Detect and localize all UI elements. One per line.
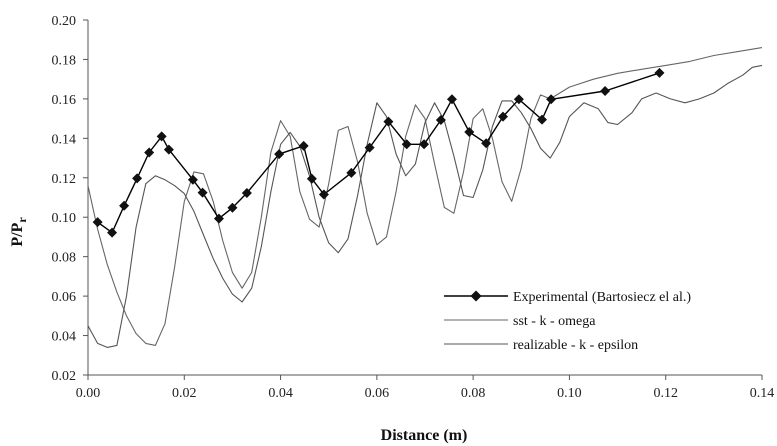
x-tick-label: 0.08 [461, 386, 486, 401]
data-point-marker [274, 149, 285, 160]
data-point-marker [197, 187, 208, 198]
y-tick-label: 0.04 [52, 330, 77, 345]
x-tick-label: 0.04 [268, 386, 293, 401]
y-tick-label: 0.02 [52, 369, 77, 384]
data-point-marker [241, 187, 252, 198]
data-point-marker [435, 114, 446, 125]
y-tick-label: 0.10 [52, 211, 77, 226]
data-point-marker [144, 147, 155, 158]
y-axis-title-subscript: r [15, 217, 29, 223]
y-axis-title-main: P/P [9, 222, 26, 246]
data-point-marker [464, 127, 475, 138]
data-point-marker [481, 138, 492, 149]
data-point-marker [446, 94, 457, 105]
x-tick-label: 0.14 [750, 386, 775, 401]
y-tick-labels: 0.02 0.04 0.06 0.08 0.10 0.12 0.14 0.16 0.18 0.20 [52, 14, 77, 384]
y-tick-label: 0.12 [52, 172, 77, 187]
data-point-marker [163, 144, 174, 155]
data-point-marker [213, 213, 224, 224]
data-point-marker [92, 217, 103, 228]
x-tick-label: 0.12 [653, 386, 678, 401]
data-point-marker [298, 140, 309, 151]
series-line-realizable-k-epsilon [87, 64, 763, 348]
x-axis-title: Distance (m) [381, 427, 468, 444]
data-point-marker [306, 173, 317, 184]
y-tick-label: 0.20 [52, 14, 77, 29]
x-tick-label: 0.02 [172, 386, 197, 401]
data-point-marker [401, 139, 412, 150]
y-tick-label: 0.08 [52, 251, 77, 266]
x-tick-label: 0.06 [365, 386, 390, 401]
data-point-marker [187, 174, 198, 185]
legend-marker [470, 290, 482, 302]
y-tick-label: 0.16 [52, 93, 77, 108]
data-point-marker [419, 139, 430, 150]
data-point-marker [227, 202, 238, 213]
data-point-marker [346, 167, 357, 178]
legend: Experimental (Bartosiecz el al.) sst - k … [444, 290, 691, 353]
data-point-marker [513, 94, 524, 105]
data-point-marker [536, 114, 547, 125]
data-point-marker [383, 116, 394, 127]
y-tick-label: 0.06 [52, 290, 77, 305]
y-tick-label: 0.14 [52, 132, 77, 147]
data-point-marker [546, 94, 557, 105]
legend-label: sst - k - omega [513, 314, 596, 329]
data-point-marker [654, 67, 665, 78]
data-point-marker [107, 227, 118, 238]
legend-label: realizable - k - epsilon [513, 338, 638, 353]
series-line-experimental-bartosiecz-el-al [97, 72, 660, 234]
data-point-marker [119, 200, 130, 211]
x-tick-labels: 0.00 0.02 0.04 0.06 0.08 0.10 0.12 0.14 [76, 386, 775, 401]
y-tick-label: 0.18 [52, 53, 77, 68]
data-point-marker [156, 131, 167, 142]
data-point-marker [497, 111, 508, 122]
data-point-marker [318, 189, 329, 200]
legend-label: Experimental (Bartosiecz el al.) [513, 290, 691, 305]
data-point-marker [132, 173, 143, 184]
plot-area [87, 47, 763, 348]
x-tick-label: 0.10 [557, 386, 582, 401]
data-point-marker [364, 142, 375, 153]
axes [83, 19, 763, 380]
x-tick-label: 0.00 [76, 386, 101, 401]
data-point-marker [600, 86, 611, 96]
y-axis-title: P/Pr [9, 217, 29, 247]
